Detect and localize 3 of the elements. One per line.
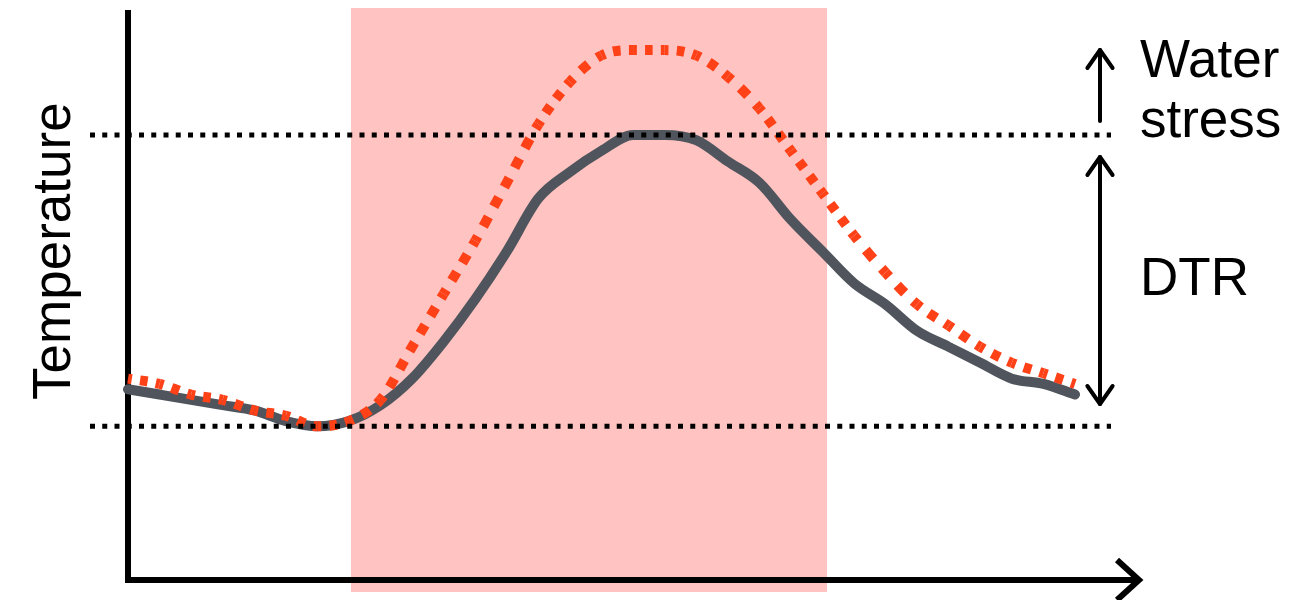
text: DTR [1140, 247, 1249, 307]
text: Water stress [1140, 29, 1282, 149]
y-axis-title: Temperature [21, 102, 81, 400]
